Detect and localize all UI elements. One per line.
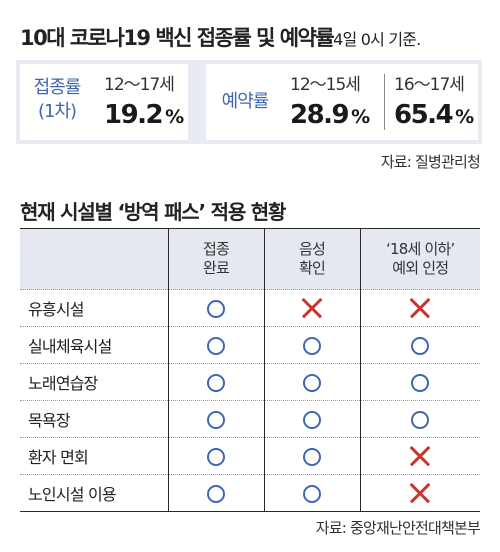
status-cell bbox=[167, 363, 264, 401]
circle-icon bbox=[303, 484, 321, 503]
table-row: 환자 면회 bbox=[20, 437, 480, 475]
vaccination-value: 19.2% bbox=[104, 100, 184, 130]
circle-icon bbox=[303, 373, 321, 392]
table-header-vaccinated: 접종 완료 bbox=[167, 228, 265, 290]
section-title: 현재 시설별 ‘방역 패스’ 적용 현황 bbox=[20, 200, 286, 224]
status-cell bbox=[359, 400, 480, 438]
status-cell bbox=[167, 289, 264, 327]
header-line2: 완료 bbox=[202, 259, 230, 277]
status-cell bbox=[359, 289, 480, 327]
reservation-age-1: 12～15세 bbox=[290, 75, 361, 95]
circle-icon bbox=[207, 484, 225, 503]
status-cell bbox=[263, 400, 360, 438]
vaccination-label-line2: (1차) bbox=[37, 101, 77, 122]
table-row: 노래연습장 bbox=[20, 363, 480, 401]
cross-icon bbox=[301, 297, 323, 319]
table-header-under18-exception: ‘18세 이하’ 예외 인정 bbox=[359, 228, 480, 290]
pass-table: 접종 완료 음성 확인 ‘18세 이하’ 예외 인정 유흥시설 실내체육시설 노래연… bbox=[20, 228, 480, 512]
circle-icon bbox=[303, 336, 321, 355]
facility-name: 환자 면회 bbox=[20, 437, 168, 475]
vaccination-age: 12～17세 bbox=[104, 75, 175, 95]
header-line1: ‘18세 이하’ bbox=[386, 240, 455, 258]
title-main: 10대 코로나19 백신 접종률 및 예약률 bbox=[20, 26, 335, 50]
facility-name: 유흥시설 bbox=[20, 289, 168, 327]
status-cell bbox=[167, 326, 264, 364]
source-bottom: 자료: 중앙재난안전대책본부 bbox=[315, 519, 481, 537]
facility-name: 실내체육시설 bbox=[20, 326, 168, 364]
header-line1: 음성 bbox=[298, 240, 326, 258]
circle-icon bbox=[411, 410, 430, 429]
circle-icon bbox=[411, 373, 430, 392]
status-cell bbox=[263, 326, 360, 364]
table-header-row: 접종 완료 음성 확인 ‘18세 이하’ 예외 인정 bbox=[20, 228, 480, 290]
circle-icon bbox=[207, 447, 225, 466]
reservation-age-2: 16～17세 bbox=[394, 75, 465, 95]
page-title: 10대 코로나19 백신 접종률 및 예약률4일 0시 기준. bbox=[20, 22, 421, 52]
reservation-divider bbox=[384, 74, 385, 130]
status-cell bbox=[263, 363, 360, 401]
vaccination-card: 접종률 (1차) 12～17세 19.2% bbox=[20, 64, 188, 140]
vaccination-label: 접종률 (1차) bbox=[26, 76, 88, 124]
reservation-unit-1: % bbox=[351, 106, 370, 128]
circle-icon bbox=[207, 299, 225, 318]
circle-icon bbox=[207, 373, 225, 392]
vaccination-number: 19.2 bbox=[104, 100, 164, 130]
reservation-number-2: 65.4 bbox=[394, 100, 454, 130]
status-cell bbox=[167, 400, 264, 438]
table-row: 유흥시설 bbox=[20, 289, 480, 327]
circle-icon bbox=[303, 447, 321, 466]
source-top: 자료: 질병관리청 bbox=[380, 153, 481, 171]
table-header-negative-test: 음성 확인 bbox=[263, 228, 361, 290]
table-header-blank bbox=[20, 228, 169, 290]
reservation-card: 예약률 12～15세 28.9% 16～17세 65.4% bbox=[206, 64, 478, 140]
status-cell bbox=[359, 326, 480, 364]
status-cell bbox=[359, 437, 480, 475]
circle-icon bbox=[411, 336, 430, 355]
table-row: 목욕장 bbox=[20, 400, 480, 438]
header-line2: 확인 bbox=[298, 259, 326, 277]
reservation-value-1: 28.9% bbox=[290, 100, 370, 130]
status-cell bbox=[359, 474, 480, 512]
status-cell bbox=[167, 474, 264, 512]
vaccination-unit: % bbox=[165, 106, 184, 128]
reservation-unit-2: % bbox=[455, 106, 474, 128]
table-body: 유흥시설 실내체육시설 노래연습장 목욕장 환자 면회 노인시설 이용 bbox=[20, 289, 480, 512]
vaccination-label-line1: 접종률 bbox=[33, 77, 82, 98]
facility-name: 노래연습장 bbox=[20, 363, 168, 401]
circle-icon bbox=[303, 410, 321, 429]
facility-name: 목욕장 bbox=[20, 400, 168, 438]
status-cell bbox=[359, 363, 480, 401]
circle-icon bbox=[207, 410, 225, 429]
title-sub: 4일 0시 기준. bbox=[333, 30, 421, 49]
circle-icon bbox=[207, 336, 225, 355]
reservation-number-1: 28.9 bbox=[290, 100, 350, 130]
header-line1: 접종 bbox=[202, 240, 230, 258]
status-cell bbox=[263, 474, 360, 512]
reservation-value-2: 65.4% bbox=[394, 100, 474, 130]
reservation-label: 예약률 bbox=[221, 91, 270, 112]
status-cell bbox=[263, 289, 360, 327]
cross-icon bbox=[409, 445, 431, 467]
cross-icon bbox=[409, 297, 431, 319]
cross-icon bbox=[409, 482, 431, 504]
rates-panel: 접종률 (1차) 12～17세 19.2% 예약률 12～15세 28.9% 1… bbox=[16, 60, 482, 144]
table-row: 실내체육시설 bbox=[20, 326, 480, 364]
header-line2: 예외 인정 bbox=[392, 259, 449, 277]
facility-name: 노인시설 이용 bbox=[20, 474, 168, 512]
status-cell bbox=[263, 437, 360, 475]
status-cell bbox=[167, 437, 264, 475]
table-row: 노인시설 이용 bbox=[20, 474, 480, 512]
